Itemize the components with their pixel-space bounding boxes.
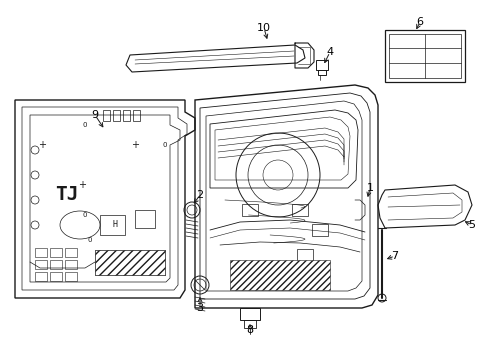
Text: 2: 2 (196, 190, 203, 200)
Text: 0: 0 (87, 237, 92, 243)
Bar (384, 30, 464, 82)
Text: 4: 4 (326, 47, 333, 57)
Bar (103, 110, 110, 121)
Polygon shape (95, 250, 164, 275)
Text: TJ: TJ (55, 185, 79, 204)
Text: 0: 0 (82, 122, 87, 128)
Text: 5: 5 (468, 220, 474, 230)
Text: 0: 0 (82, 212, 87, 218)
Bar (242, 204, 258, 216)
Text: 8: 8 (246, 325, 253, 335)
Bar (317, 70, 325, 75)
Text: 0: 0 (163, 142, 167, 148)
Bar (100, 215, 125, 235)
Bar (244, 320, 256, 328)
Bar (240, 308, 260, 320)
Bar (65, 260, 77, 269)
Text: 1: 1 (366, 183, 373, 193)
Bar (35, 272, 47, 281)
Bar (65, 248, 77, 257)
Bar (123, 110, 130, 121)
Bar (311, 224, 327, 236)
Bar (50, 248, 62, 257)
Text: 3: 3 (196, 303, 203, 313)
Text: 7: 7 (390, 251, 398, 261)
Text: +: + (78, 180, 86, 190)
Bar (133, 110, 140, 121)
Text: +: + (131, 140, 139, 150)
Bar (135, 210, 155, 228)
Text: 6: 6 (416, 17, 423, 27)
Bar (50, 272, 62, 281)
Bar (113, 110, 120, 121)
Polygon shape (229, 260, 329, 290)
Bar (50, 260, 62, 269)
Bar (35, 248, 47, 257)
Bar (35, 260, 47, 269)
Polygon shape (95, 250, 164, 275)
Text: +: + (38, 140, 46, 150)
Bar (388, 34, 460, 78)
Text: 10: 10 (257, 23, 270, 33)
Text: H: H (112, 220, 117, 230)
Bar (296, 249, 312, 261)
Bar (65, 272, 77, 281)
Bar (315, 60, 327, 70)
Text: 9: 9 (91, 110, 99, 120)
Bar (291, 204, 307, 216)
